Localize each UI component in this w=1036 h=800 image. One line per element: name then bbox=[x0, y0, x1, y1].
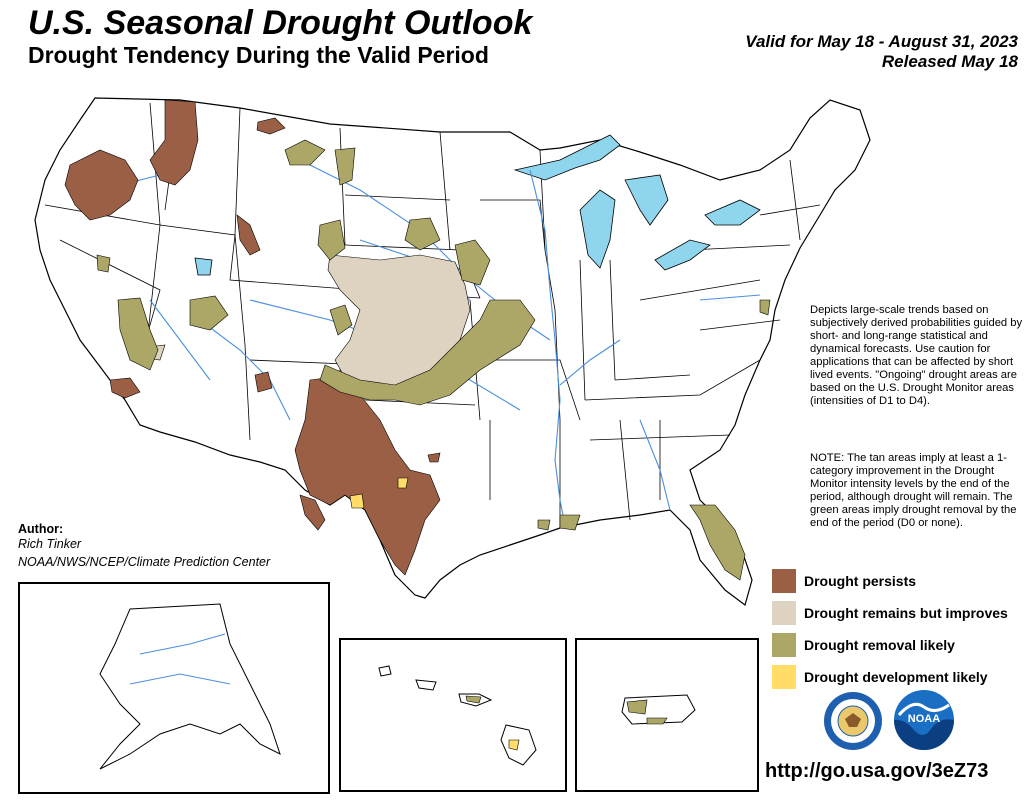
valid-period: Valid for May 18 - August 31, 2023 bbox=[745, 32, 1018, 51]
commerce-seal-icon bbox=[824, 692, 882, 750]
author-heading: Author: bbox=[18, 522, 64, 536]
puerto-rico-map bbox=[621, 694, 696, 725]
author-name: Rich Tinker bbox=[18, 537, 82, 551]
legend-swatch-removal bbox=[772, 633, 796, 657]
drought-development-areas bbox=[349, 477, 409, 509]
description-note: Depicts large-scale trends based on subj… bbox=[810, 304, 1023, 407]
legend-label: Drought removal likely bbox=[804, 637, 955, 653]
drought-removal-areas bbox=[96, 139, 771, 581]
legend-swatch-improves bbox=[772, 601, 796, 625]
svg-text:NOAA: NOAA bbox=[908, 713, 940, 725]
legend-swatch-development bbox=[772, 665, 796, 689]
tan-green-note: NOTE: The tan areas imply at least a 1-c… bbox=[810, 452, 1017, 529]
release-date: Released May 18 bbox=[881, 52, 1018, 71]
alaska-inset bbox=[18, 582, 330, 794]
alaska-map bbox=[99, 603, 281, 770]
hawaii-map bbox=[378, 665, 537, 766]
legend-item-removal: Drought removal likely bbox=[772, 633, 955, 657]
legend-swatch-persists bbox=[772, 569, 796, 593]
hawaii-inset bbox=[339, 638, 567, 792]
puerto-rico-inset bbox=[575, 638, 759, 792]
outlook-url[interactable]: http://go.usa.gov/3eZ73 bbox=[765, 760, 989, 782]
map-title: U.S. Seasonal Drought Outlook bbox=[28, 4, 533, 42]
author-organization: NOAA/NWS/NCEP/Climate Prediction Center bbox=[18, 555, 271, 569]
legend-item-improves: Drought remains but improves bbox=[772, 601, 1008, 625]
great-lakes bbox=[194, 134, 761, 276]
drought-persists-areas bbox=[64, 99, 441, 576]
map-subtitle: Drought Tendency During the Valid Period bbox=[28, 42, 489, 68]
legend-label: Drought development likely bbox=[804, 669, 988, 685]
legend-item-development: Drought development likely bbox=[772, 665, 988, 689]
legend-item-persists: Drought persists bbox=[772, 569, 916, 593]
noaa-logo-icon: NOAA bbox=[894, 690, 954, 750]
legend-label: Drought remains but improves bbox=[804, 605, 1008, 621]
legend-label: Drought persists bbox=[804, 573, 917, 589]
